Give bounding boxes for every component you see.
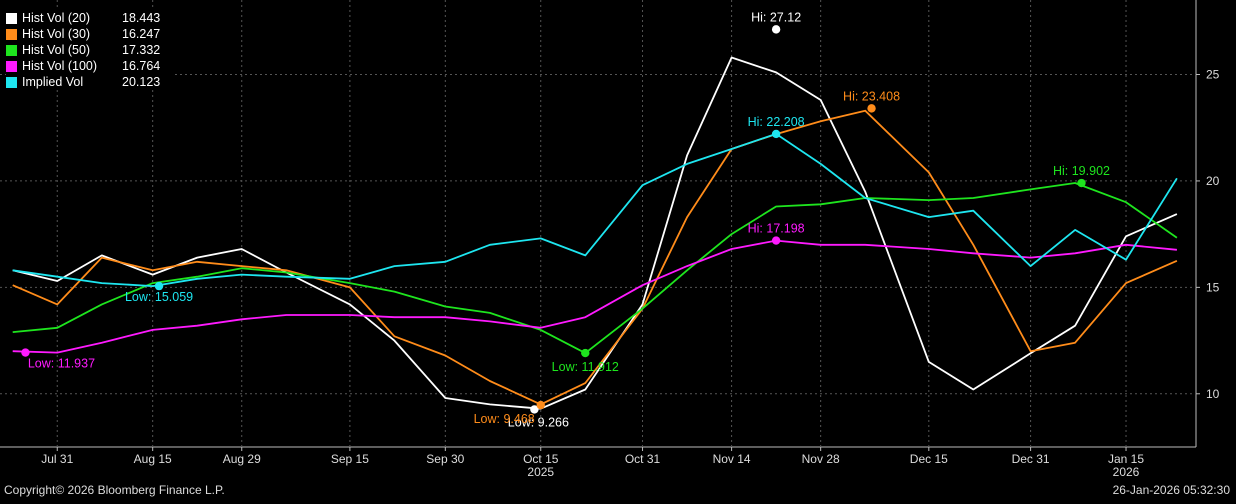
legend-item: Implied Vol 20.123 [6,74,174,90]
x-tick-label: Oct 15 [523,452,559,466]
low-label: Low: 15.059 [125,290,193,304]
x-tick-label: Nov 14 [713,452,751,466]
y-tick-label: 10 [1206,387,1220,401]
legend-value: 18.443 [122,11,161,25]
y-tick-label: 25 [1206,68,1220,82]
x-tick-label: Sep 30 [426,452,464,466]
series-line [12,182,1178,355]
x-tick-label: Jul 31 [41,452,73,466]
timestamp-text: 26-Jan-2026 05:32:30 [1112,483,1230,497]
legend-name: Hist Vol (30) [22,27,91,41]
legend-name: Hist Vol (20) [22,11,91,25]
series-line [12,239,1177,354]
high-marker [867,104,876,113]
low-label: Low: 11.912 [552,360,619,374]
low-label: Low: 9.468 [474,412,535,426]
legend-swatch [6,12,17,24]
high-label: Hi: 17.198 [748,222,805,236]
legend-swatch [6,44,17,56]
high-label: Hi: 19.902 [1053,164,1110,178]
high-label: Hi: 27.12 [751,10,801,24]
x-year-label: 2026 [1113,465,1140,479]
x-tick-label: Sep 15 [331,452,369,466]
legend-item: Hist Vol (100) 16.764 [6,58,174,74]
legend-swatch [6,76,17,88]
low-marker [530,405,539,414]
legend-value: 16.247 [122,27,161,41]
y-tick-label: 15 [1206,280,1220,294]
high-label: Hi: 23.408 [843,89,900,103]
copyright-text: Copyright© 2026 Bloomberg Finance L.P. [4,483,225,497]
series-line [12,56,1178,410]
x-tick-label: Nov 28 [802,452,840,466]
legend-item: Hist Vol (50) 17.332 [6,42,174,58]
low-marker [536,400,545,410]
legend-name: Hist Vol (100) [22,59,98,73]
legend-swatch [6,28,17,40]
high-label: Hi: 22.208 [748,115,805,129]
x-tick-label: Dec 15 [910,452,948,466]
legend: Hist Vol (20) 18.443 Hist Vol (30) 16.24… [6,10,174,90]
high-marker [1077,178,1086,188]
x-tick-label: Aug 15 [134,452,172,466]
y-tick-label: 20 [1206,174,1220,188]
legend-swatch [6,60,17,72]
low-marker [154,281,164,291]
legend-name: Hist Vol (50) [22,43,91,57]
legend-name: Implied Vol [22,75,84,89]
high-marker [771,25,781,34]
legend-value: 20.123 [122,75,161,89]
low-label: Low: 9.266 [508,415,569,429]
x-tick-label: Dec 31 [1012,452,1050,466]
high-marker [771,236,781,245]
x-tick-label: Oct 31 [625,452,661,466]
legend-item: Hist Vol (30) 16.247 [6,26,174,42]
x-year-label: 2025 [527,465,554,479]
legend-item: Hist Vol (20) 18.443 [6,10,174,26]
high-marker [771,129,781,139]
low-label: Low: 11.937 [28,357,95,371]
low-marker [581,348,590,358]
low-marker [21,348,30,357]
x-tick-label: Jan 15 [1108,452,1144,466]
series-line [12,109,1178,406]
x-tick-label: Aug 29 [223,452,261,466]
series-line [12,132,1178,288]
legend-value: 17.332 [122,43,161,57]
legend-value: 16.764 [122,59,161,73]
